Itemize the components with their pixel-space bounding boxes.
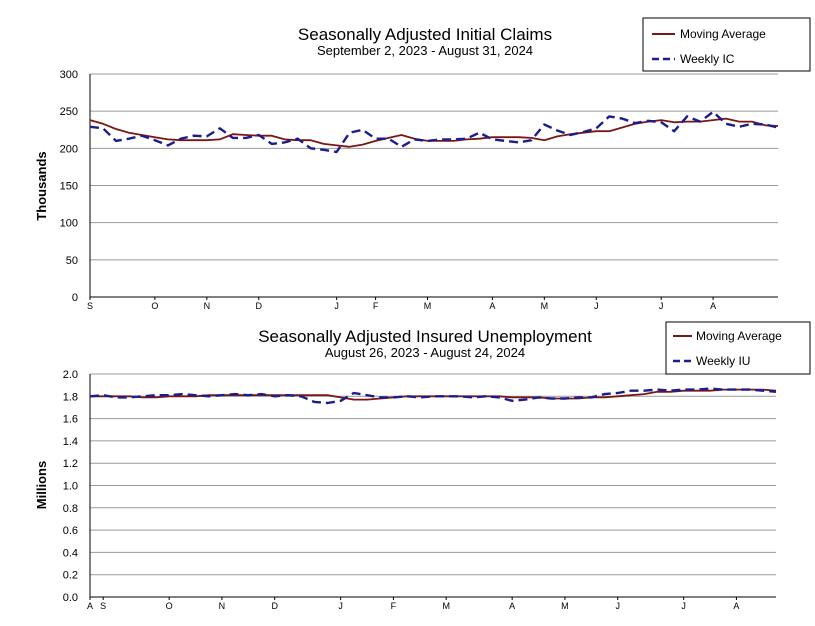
chart1-legend-box	[642, 17, 811, 72]
c2-y-tick-label: 2.0	[63, 369, 78, 381]
chart1-legend-weekly-ic-label: Weekly IC	[680, 52, 735, 66]
chart2-y-tick-labels: 0.0 0.2 0.4 0.6 0.8 1.0 1.2 1.4 1.6 1.8 2.0	[63, 369, 78, 604]
c1-y-tick-label: 250	[60, 106, 78, 118]
c1-month-tick-label: A	[710, 301, 716, 311]
c2-month-tick-label: D	[271, 601, 278, 611]
c1-month-tick-label: S	[87, 301, 93, 311]
c2-y-tick-label: 1.8	[63, 391, 78, 403]
chart2-legend-moving-average-label: Moving Average	[696, 329, 782, 343]
c2-y-tick-label: 0.6	[63, 525, 78, 537]
chart2-legend-box	[665, 321, 811, 375]
c2-y-tick-label: 0.8	[63, 503, 78, 515]
c2-series-weekly-iu-line	[89, 387, 777, 405]
c1-y-tick-label: 300	[60, 69, 78, 81]
c2-month-tick-label: A	[509, 601, 515, 611]
c2-month-tick-label: M	[561, 601, 569, 611]
initial-claims-chart: Seasonally Adjusted Initial Claims Septe…	[34, 17, 811, 311]
c2-y-tick-label: 0.0	[63, 592, 78, 604]
c2-y-tick-label: 1.4	[63, 436, 78, 448]
c1-month-tick-label: N	[204, 301, 211, 311]
chart1-y-axis-label: Thousands	[34, 151, 49, 220]
c1-y-tick-label: 0	[72, 292, 78, 304]
c2-month-tick-label: F	[391, 601, 397, 611]
c1-y-tick-label: 150	[60, 181, 78, 193]
c2-month-tick-label: N	[219, 601, 226, 611]
c2-month-tick-label: M	[442, 601, 450, 611]
c2-month-tick-label: J	[338, 601, 343, 611]
insured-unemployment-chart: Seasonally Adjusted Insured Unemployment…	[34, 321, 811, 611]
c2-month-tick-label: O	[166, 601, 173, 611]
c2-month-tick-label: J	[615, 601, 620, 611]
c2-y-tick-label: 1.2	[63, 458, 78, 470]
chart2-series	[89, 387, 777, 405]
c1-series-weekly-ic-line	[89, 110, 779, 154]
c1-month-tick-label: M	[541, 301, 549, 311]
c1-month-tick-label: A	[489, 301, 495, 311]
chart2-legend: Moving Average Weekly IU	[665, 321, 811, 375]
chart1-legend: Moving Average Weekly IC	[642, 17, 811, 72]
chart1-subtitle: September 2, 2023 - August 31, 2024	[317, 43, 533, 58]
c1-y-tick-label: 100	[60, 218, 78, 230]
c1-month-tick-label: J	[334, 301, 339, 311]
c1-y-tick-label: 50	[66, 255, 78, 267]
chart1-title: Seasonally Adjusted Initial Claims	[298, 25, 552, 44]
chart2-title: Seasonally Adjusted Insured Unemployment	[258, 327, 592, 346]
c1-month-tick-label: M	[424, 301, 432, 311]
c2-y-tick-label: 0.4	[63, 547, 78, 559]
c1-month-tick-label: J	[659, 301, 664, 311]
c1-month-tick-label: O	[151, 301, 158, 311]
chart1-legend-moving-average-label: Moving Average	[680, 27, 766, 41]
chart2-subtitle: August 26, 2023 - August 24, 2024	[325, 345, 525, 360]
chart2-y-axis-label: Millions	[34, 461, 49, 509]
c1-month-tick-label: J	[594, 301, 599, 311]
c2-month-tick-label: A	[87, 601, 93, 611]
c2-y-tick-label: 1.0	[63, 481, 78, 493]
c1-series-moving-average-line	[89, 117, 779, 148]
c2-month-tick-label: A	[733, 601, 739, 611]
c2-month-tick-label: S	[100, 601, 106, 611]
c1-month-tick-label: F	[373, 301, 379, 311]
chart1-y-tick-labels: 0 50 100 150 200 250 300	[60, 69, 78, 304]
c1-month-tick-label: D	[256, 301, 263, 311]
chart1-gridlines	[89, 73, 778, 298]
chart1-series	[89, 110, 779, 154]
chart2-legend-weekly-iu-label: Weekly IU	[696, 354, 750, 368]
c2-month-tick-label: J	[681, 601, 686, 611]
c2-y-tick-label: 1.6	[63, 414, 78, 426]
c2-y-tick-label: 0.2	[63, 570, 78, 582]
c1-y-tick-label: 200	[60, 143, 78, 155]
chart2-gridlines	[89, 373, 776, 598]
